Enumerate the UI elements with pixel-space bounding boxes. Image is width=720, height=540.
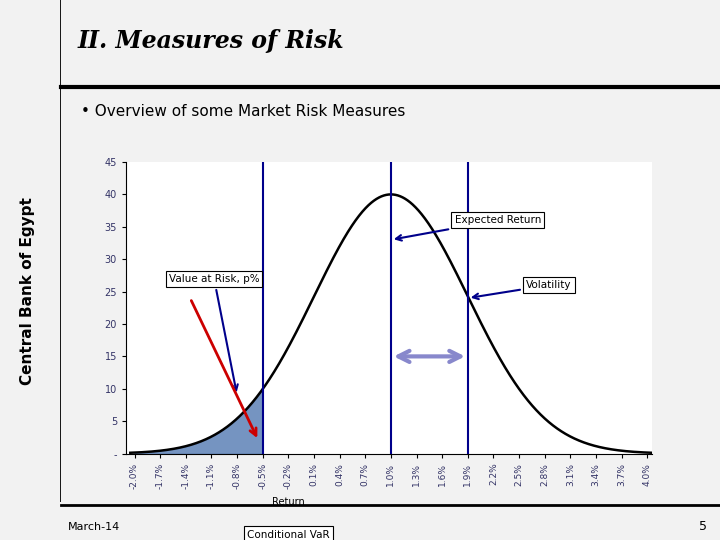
Text: 5: 5 [699, 520, 707, 534]
Text: II. Measures of Risk: II. Measures of Risk [78, 29, 344, 53]
Text: Conditional VaR: Conditional VaR [247, 530, 330, 539]
Text: Return: Return [272, 497, 305, 507]
Text: Central Bank of Egypt: Central Bank of Egypt [20, 197, 35, 385]
Text: Value at Risk, p%: Value at Risk, p% [168, 274, 259, 390]
Text: Expected Return: Expected Return [396, 215, 541, 241]
Text: March-14: March-14 [68, 522, 120, 532]
Text: Volatility: Volatility [473, 280, 572, 299]
Text: • Overview of some Market Risk Measures: • Overview of some Market Risk Measures [81, 104, 405, 119]
